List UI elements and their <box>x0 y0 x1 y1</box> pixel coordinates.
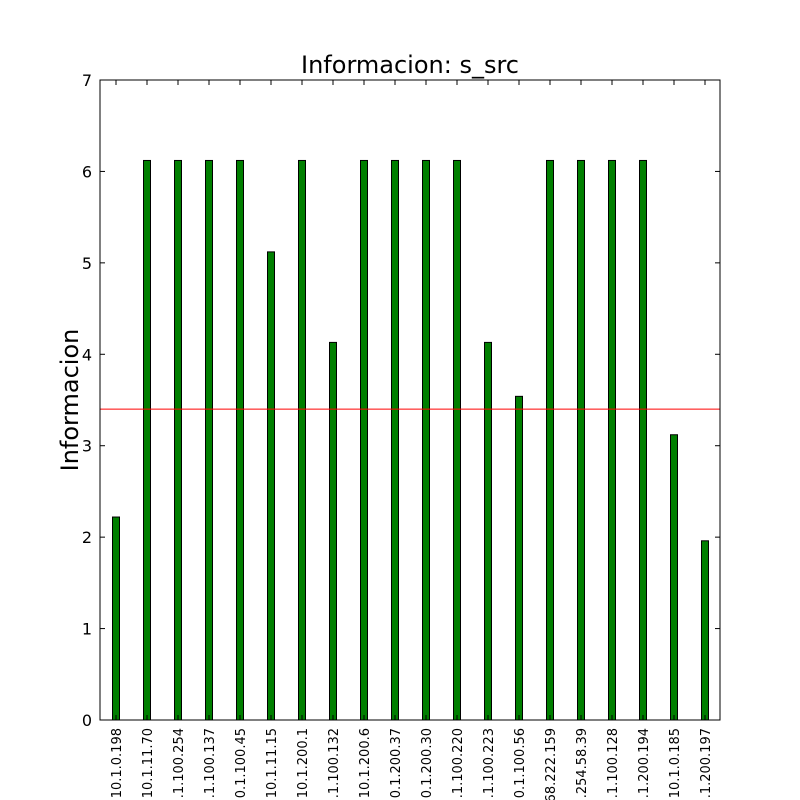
bar <box>484 341 492 721</box>
bar <box>639 159 647 721</box>
bar <box>174 159 182 721</box>
x-tick-label: .254.58.39 <box>575 728 590 798</box>
bar <box>112 516 120 721</box>
x-tick-label: .1.100.223 <box>482 728 497 798</box>
x-tick-label: 10.1.0.198 <box>110 728 125 798</box>
bar <box>670 434 678 721</box>
bar <box>205 159 213 721</box>
y-tick-label: 0 <box>82 711 92 730</box>
bar <box>577 159 585 721</box>
x-tick-label: 10.1.0.185 <box>668 728 683 798</box>
bar <box>143 159 151 721</box>
x-tick-label: .1.200.194 <box>637 728 652 798</box>
y-tick-label: 2 <box>82 528 92 547</box>
bar <box>701 540 709 721</box>
x-tick-label: .1.100.128 <box>606 728 621 798</box>
x-tick-label: .1.100.137 <box>203 728 218 798</box>
chart-title: Informacion: s_src <box>301 51 519 79</box>
y-tick-label: 3 <box>82 437 92 456</box>
y-tick-label: 4 <box>82 345 92 364</box>
x-tick-label: .1.100.132 <box>327 728 342 798</box>
x-axis: 10.1.0.198 10.1.11.70 .1.100.254 .1.100.137… <box>110 80 714 800</box>
x-tick-label: 0.1.200.37 <box>389 728 404 798</box>
bar <box>267 251 275 721</box>
bar <box>391 159 399 721</box>
bar <box>360 159 368 721</box>
y-axis: 0 1 2 3 4 5 6 7 <box>82 71 720 730</box>
bar <box>422 159 430 721</box>
y-axis-label: Informacion <box>56 329 84 472</box>
y-tick-label: 5 <box>82 254 92 273</box>
x-tick-label: 0.1.200.30 <box>420 728 435 798</box>
x-tick-label: .1.100.254 <box>172 728 187 798</box>
y-tick-label: 6 <box>82 162 92 181</box>
x-tick-label: 10.1.11.15 <box>265 728 280 798</box>
x-tick-label: 10.1.200.6 <box>358 728 373 798</box>
bar <box>515 395 523 721</box>
x-tick-label: .1.100.220 <box>451 728 466 798</box>
x-tick-label: .1.200.197 <box>699 728 714 798</box>
bar <box>236 159 244 721</box>
bar <box>608 159 616 721</box>
x-tick-label: 10.1.11.70 <box>141 728 156 798</box>
x-tick-label: 0.1.100.45 <box>234 728 249 798</box>
bar <box>546 159 554 721</box>
y-tick-label: 1 <box>82 620 92 639</box>
plot-frame <box>99 79 721 721</box>
x-tick-label: 0.1.100.56 <box>513 728 528 798</box>
bar <box>298 159 306 721</box>
bars-group <box>112 159 709 721</box>
bar <box>329 341 337 721</box>
bar <box>453 159 461 721</box>
y-tick-label: 7 <box>82 71 92 90</box>
x-tick-label: 10.1.200.1 <box>296 728 311 798</box>
x-tick-label: 68.222.159 <box>544 728 559 800</box>
